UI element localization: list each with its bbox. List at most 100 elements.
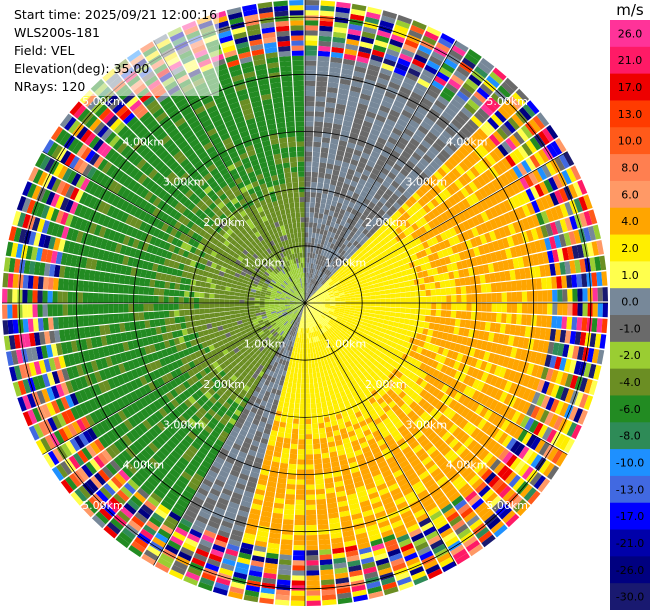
velocity-gate — [315, 397, 321, 404]
velocity-gate — [408, 29, 423, 40]
velocity-gate — [307, 283, 310, 289]
velocity-gate — [554, 205, 564, 219]
velocity-gate — [424, 30, 439, 42]
velocity-gate — [554, 220, 564, 234]
velocity-gate — [314, 299, 320, 301]
velocity-gate — [281, 529, 294, 535]
velocity-gate — [517, 206, 527, 219]
velocity-gate — [314, 274, 318, 280]
velocity-gate — [327, 215, 333, 222]
velocity-gate — [395, 19, 411, 29]
velocity-gate — [305, 171, 312, 177]
velocity-gate — [380, 328, 387, 334]
velocity-gate — [306, 282, 309, 288]
velocity-gate — [330, 56, 343, 64]
velocity-gate — [368, 155, 378, 164]
velocity-gate — [493, 147, 505, 160]
velocity-gate — [313, 131, 323, 138]
velocity-gate — [540, 225, 549, 238]
velocity-gate — [420, 139, 432, 150]
velocity-gate — [397, 57, 411, 68]
velocity-gate — [451, 45, 466, 57]
velocity-gate — [463, 268, 470, 277]
velocity-gate — [482, 243, 491, 254]
velocity-gate — [519, 325, 526, 337]
velocity-gate — [310, 197, 316, 203]
velocity-gate — [317, 259, 322, 266]
velocity-gate — [390, 76, 403, 86]
velocity-gate — [499, 379, 508, 391]
velocity-gate — [391, 104, 403, 114]
velocity-gate — [322, 245, 327, 251]
velocity-gate — [328, 226, 334, 233]
velocity-gate — [334, 222, 340, 229]
velocity-gate — [283, 514, 294, 520]
velocity-gate — [299, 353, 303, 359]
velocity-gate — [555, 371, 564, 385]
velocity-gate — [489, 273, 496, 283]
velocity-gate — [475, 359, 483, 369]
velocity-gate — [502, 334, 510, 345]
velocity-gate — [379, 184, 388, 193]
velocity-gate — [311, 182, 317, 188]
velocity-gate — [362, 318, 369, 323]
velocity-gate — [318, 293, 324, 297]
velocity-gate — [341, 226, 348, 233]
velocity-gate — [291, 575, 305, 581]
velocity-gate — [579, 332, 587, 346]
velocity-gate — [462, 142, 474, 154]
velocity-gate — [440, 310, 447, 317]
velocity-gate — [338, 278, 345, 283]
velocity-gate — [379, 20, 395, 29]
velocity-gate — [376, 200, 384, 209]
velocity-gate — [358, 178, 367, 186]
velocity-gate — [574, 392, 584, 407]
velocity-gate — [311, 285, 315, 290]
velocity-gate — [326, 241, 332, 248]
velocity-gate — [306, 575, 320, 581]
velocity-gate — [496, 313, 502, 323]
velocity-gate — [314, 238, 319, 244]
velocity-gate — [330, 254, 335, 261]
velocity-gate — [416, 175, 426, 185]
velocity-gate — [356, 139, 366, 148]
velocity-gate — [394, 24, 409, 34]
velocity-gate — [321, 273, 326, 279]
velocity-gate — [318, 233, 323, 240]
velocity-gate — [350, 208, 358, 216]
velocity-gate — [461, 294, 467, 303]
velocity-gate — [320, 224, 326, 230]
velocity-gate — [319, 554, 332, 561]
velocity-gate — [340, 187, 348, 195]
velocity-gate — [400, 292, 406, 298]
velocity-gate — [325, 168, 333, 175]
velocity-gate — [353, 171, 362, 179]
velocity-gate — [369, 101, 380, 110]
velocity-gate — [418, 340, 426, 348]
velocity-gate — [368, 189, 376, 197]
velocity-gate — [305, 383, 310, 389]
velocity-gate — [438, 191, 448, 202]
velocity-gate — [344, 222, 350, 229]
velocity-gate — [362, 169, 371, 177]
velocity-gate — [365, 73, 378, 82]
velocity-gate — [279, 462, 289, 469]
velocity-gate — [521, 303, 528, 314]
velocity-gate — [337, 176, 345, 183]
velocity-gate — [342, 120, 353, 128]
velocity-gate — [385, 307, 391, 312]
velocity-gate — [316, 372, 321, 378]
velocity-gate — [305, 60, 317, 66]
velocity-gate — [351, 154, 361, 162]
velocity-gate — [314, 253, 318, 259]
velocity-gate — [307, 294, 311, 299]
velocity-gate — [317, 276, 322, 282]
velocity-gate — [399, 334, 406, 341]
velocity-gate — [305, 126, 314, 132]
velocity-gate — [415, 333, 423, 340]
velocity-gate — [351, 270, 358, 275]
velocity-gate — [332, 288, 338, 292]
velocity-gate — [339, 208, 346, 216]
velocity-gate — [318, 213, 324, 219]
velocity-gate — [369, 328, 376, 334]
